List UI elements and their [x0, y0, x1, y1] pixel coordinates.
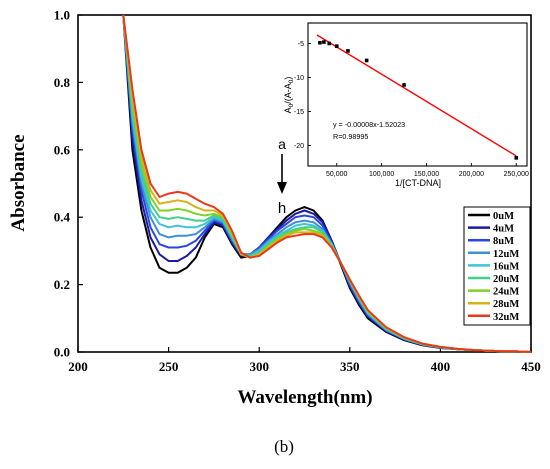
panel-label: (b): [274, 437, 294, 456]
legend-label-20uM: 20uM: [493, 274, 519, 285]
inset-x-tick-label: 50,000: [326, 171, 348, 178]
inset-y-axis-label: A0/(A-A0): [283, 77, 295, 114]
series-line-32uM: [122, 14, 532, 353]
inset-x-tick-label: 150,000: [414, 171, 439, 178]
inset-r-value: R=0.98995: [333, 132, 368, 141]
y-tick-label: 0.6: [54, 142, 71, 157]
y-tick-label: 0.0: [54, 345, 70, 360]
inset-x-tick-label: 100,000: [369, 171, 394, 178]
legend-label-16uM: 16uM: [493, 261, 519, 272]
legend-label-24uM: 24uM: [493, 287, 519, 298]
x-tick-label: 300: [249, 359, 269, 374]
inset-data-point: [346, 49, 350, 53]
arrow-head: [277, 182, 287, 194]
x-tick-label: 350: [340, 359, 360, 374]
y-tick-label: 1.0: [54, 8, 70, 23]
inset-y-tick-label: -15: [294, 109, 304, 116]
x-tick-label: 200: [68, 359, 88, 374]
y-tick-label: 0.8: [54, 75, 71, 90]
y-axis-label: Absorbance: [8, 134, 29, 231]
inset-data-point: [402, 83, 406, 87]
inset-x-axis-label: 1/[CT-DNA]: [395, 178, 441, 188]
inset-x-tick-label: 200,000: [459, 171, 484, 178]
inset-plot-frame: [307, 22, 528, 167]
inset-y-tick-label: -5: [298, 41, 304, 48]
legend-label-12uM: 12uM: [493, 249, 519, 260]
y-tick-label: 0.2: [54, 277, 70, 292]
legend-label-8uM: 8uM: [493, 236, 514, 247]
inset-data-point: [334, 44, 339, 48]
x-axis-label: Wavelength(nm): [237, 387, 372, 408]
legend-label-4uM: 4uM: [493, 224, 514, 235]
y-tick-label: 0.4: [54, 210, 71, 225]
inset-fit-line: [316, 34, 517, 157]
x-tick-label: 250: [159, 359, 179, 374]
legend-label-0uM: 0uM: [493, 211, 514, 222]
main-axes: 200 250 300 350 400 450 0.0 0.2 0.4 0.6 0.8 1.0: [54, 8, 541, 375]
inset-content: [316, 34, 519, 160]
arrow-top-label: a: [278, 136, 286, 152]
inset-data-point: [318, 40, 322, 45]
main-plot-frame: [77, 14, 532, 353]
inset-data-point: [322, 40, 326, 44]
inset-y-tick-label: -20: [294, 143, 304, 150]
main-series-group: [122, 14, 532, 353]
inset-data-point: [514, 156, 519, 160]
inset-y-tick-label: -10: [294, 75, 304, 82]
inset-equation: y = -0.00008x-1.52023: [333, 120, 405, 129]
inset-data-point: [364, 58, 369, 63]
inset-axes: 50,000 100,000 150,000 200,000 250,000 -5 -10 -…: [294, 41, 529, 178]
arrow-bottom-label: h: [278, 200, 286, 217]
x-tick-label: 450: [521, 359, 541, 374]
inset-x-tick-label: 250,000: [504, 171, 529, 178]
legend-label-32uM: 32uM: [493, 312, 519, 323]
x-tick-label: 400: [431, 359, 451, 374]
legend-label-28uM: 28uM: [493, 299, 519, 310]
inset-data-point: [327, 41, 332, 46]
